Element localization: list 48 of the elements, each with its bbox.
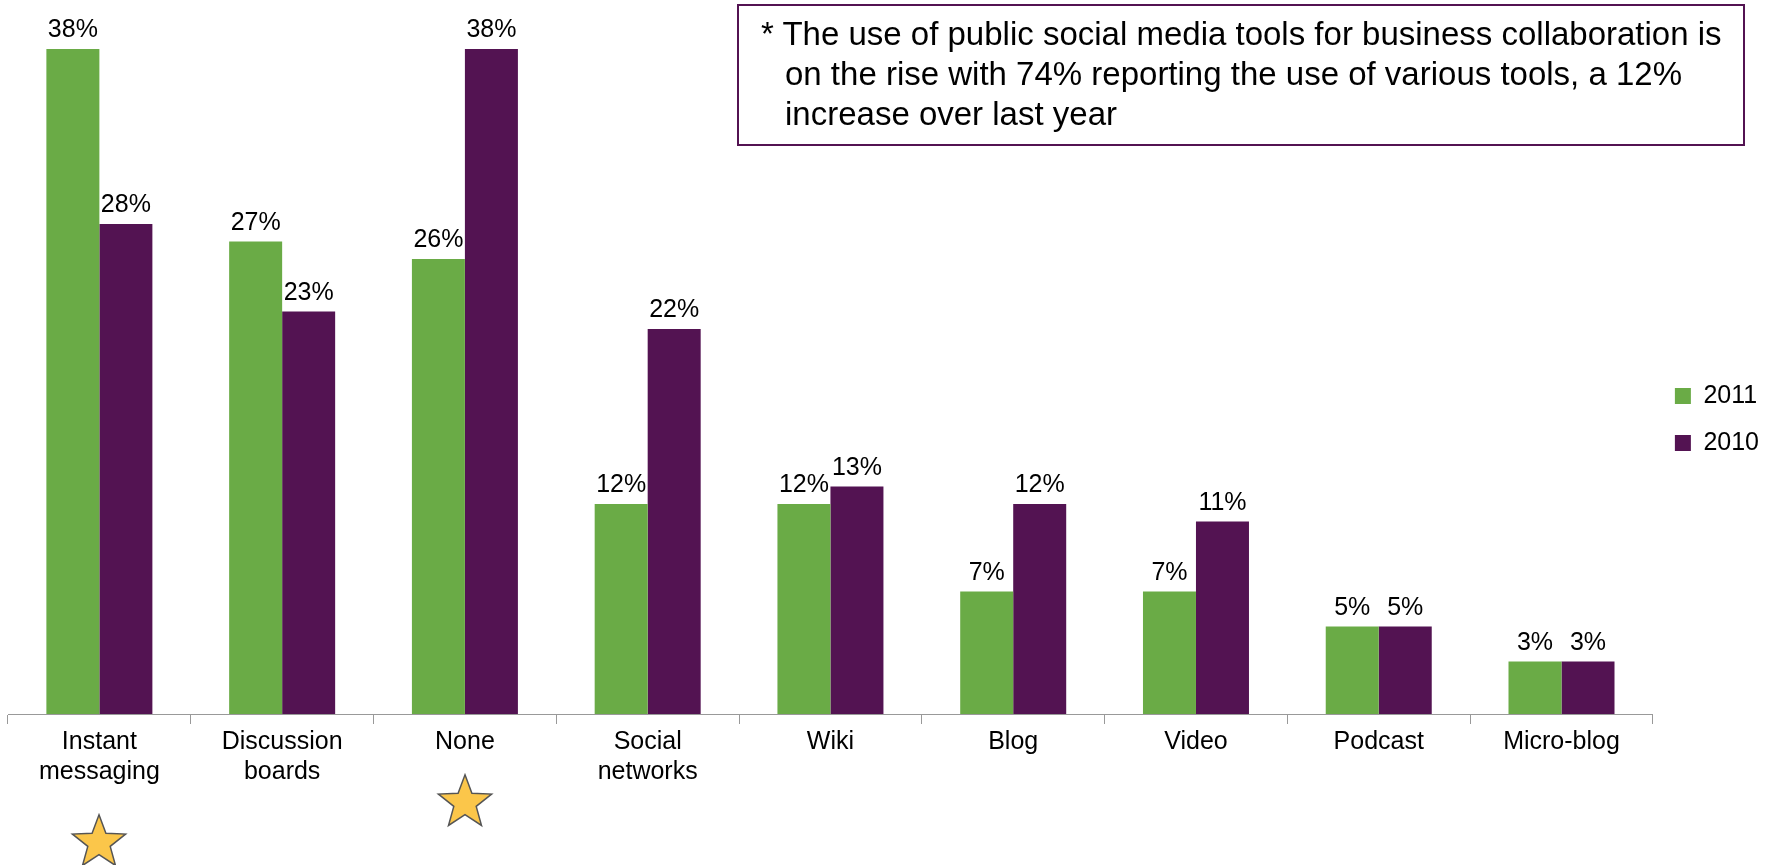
data-label: 7%	[1151, 556, 1188, 585]
x-tick-label: None	[435, 725, 495, 754]
bar	[282, 311, 336, 714]
bar	[594, 504, 648, 714]
legend-label: 2011	[1703, 379, 1758, 408]
x-tick-label: Video	[1164, 725, 1228, 754]
bar	[99, 224, 153, 714]
data-label: 7%	[968, 556, 1005, 585]
bar	[777, 504, 831, 714]
x-tick-label: Podcast	[1333, 725, 1424, 754]
bar	[1195, 521, 1249, 714]
bar	[647, 329, 701, 714]
x-tick-label: Micro-blog	[1503, 725, 1620, 754]
x-tick-label: Discussion boards	[221, 725, 343, 784]
bar	[1142, 591, 1196, 714]
data-label: 23%	[283, 276, 334, 305]
data-label: 12%	[1014, 469, 1065, 498]
bar	[411, 259, 465, 714]
legend-label: 2010	[1703, 426, 1760, 455]
bar	[830, 486, 884, 714]
data-label: 38%	[47, 14, 98, 43]
data-label: 26%	[413, 224, 464, 253]
bar	[1013, 504, 1067, 714]
bar	[229, 241, 283, 714]
data-label: 12%	[778, 469, 829, 498]
x-tick-label: Wiki	[806, 725, 855, 754]
data-label: 5%	[1334, 591, 1371, 620]
bar	[1325, 626, 1379, 714]
bar	[1378, 626, 1432, 714]
bar	[1508, 661, 1562, 714]
data-label: 3%	[1569, 626, 1607, 655]
x-tick-label: Social networks	[597, 725, 698, 784]
bar	[1561, 661, 1615, 714]
data-label: 22%	[649, 294, 700, 323]
data-label: 5%	[1387, 591, 1424, 620]
bar	[46, 49, 100, 714]
data-label: 27%	[230, 206, 281, 235]
data-label: 28%	[100, 189, 151, 218]
data-label: 12%	[596, 469, 647, 498]
annotation: * The use of public social media tools for business collaboration is on the rise with 74% reporting the use of various tools, a 12% increase over last year	[761, 14, 1723, 134]
x-tick-label: Blog	[988, 725, 1039, 754]
data-label: 13%	[831, 451, 882, 480]
data-label: 11%	[1198, 486, 1247, 515]
bar	[464, 49, 518, 714]
bar	[960, 591, 1014, 714]
data-label: 3%	[1516, 626, 1554, 655]
data-label: 38%	[466, 14, 517, 43]
x-tick-label: Instant messaging	[38, 725, 160, 784]
